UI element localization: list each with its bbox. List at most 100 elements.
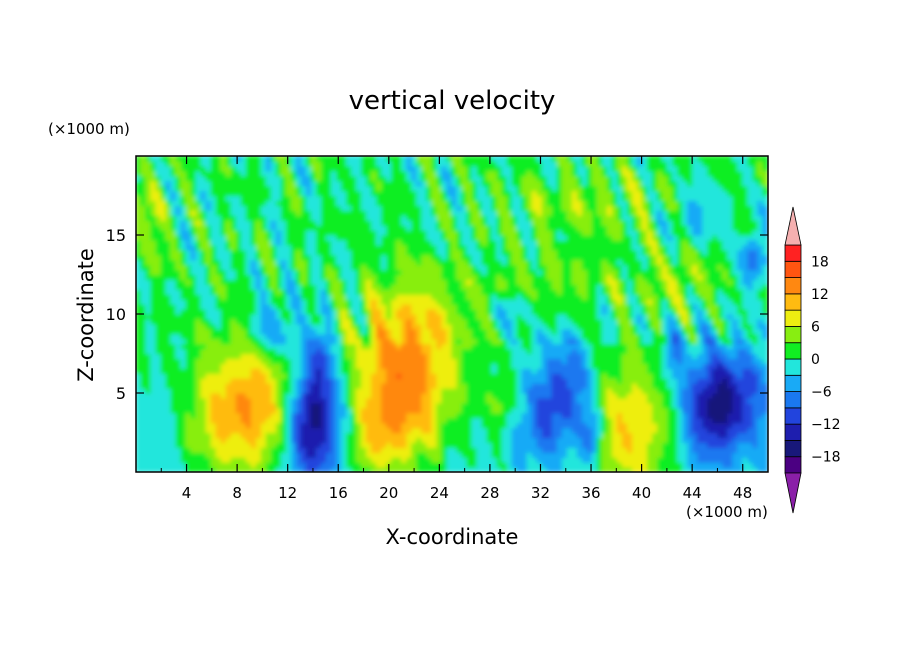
field-cell [657,278,664,285]
field-cell [672,446,679,453]
field-cell [260,441,268,448]
field-cell [687,402,694,409]
field-cell [621,431,629,439]
field-cell [727,333,734,340]
field-cell [260,352,268,360]
field-cell [346,402,353,409]
field-cell [180,318,187,325]
field-cell [727,338,734,345]
field-cell [331,402,338,409]
field-cell [190,343,197,350]
field-cell [581,456,589,463]
field-cell [295,431,303,439]
field-cell [376,343,383,350]
field-cell [511,293,518,300]
field-cell [205,313,212,320]
field-cell [140,446,147,453]
field-cell [285,402,293,409]
field-cell [165,352,172,360]
field-cell [531,273,538,281]
field-cell [501,283,508,290]
field-cell [275,362,283,369]
field-cell [471,441,478,448]
field-cell [541,273,548,281]
field-cell [220,417,227,424]
field-cell [361,293,368,300]
field-cell [496,382,503,389]
field-cell [180,367,187,374]
field-cell [225,392,232,399]
field-cell [722,377,729,384]
field-cell [461,288,468,295]
field-cell [546,387,553,394]
field-cell [140,417,147,424]
field-cell [642,278,649,285]
field-cell [556,288,563,295]
field-cell [285,298,293,305]
field-cell [285,377,293,384]
field-cell [210,308,217,315]
field-cell [140,372,147,379]
field-cell [657,422,664,429]
field-cell [351,456,358,463]
field-cell [255,288,262,295]
field-cell [421,402,428,409]
field-cell [657,431,664,439]
field-cell [762,426,768,434]
field-cell [295,412,303,419]
field-cell [581,446,589,453]
field-cell [290,451,298,458]
field-cell [496,328,503,335]
field-cell [240,323,247,330]
field-cell [436,402,443,409]
field-cell [255,382,262,389]
field-cell [611,456,619,463]
field-cell [300,392,308,399]
field-cell [636,328,644,335]
field-cell [626,367,634,374]
field-cell [611,431,619,439]
field-cell [260,422,268,429]
field-cell [280,377,288,384]
field-cell [561,422,568,429]
field-cell [285,451,293,458]
field-cell [200,372,207,379]
field-cell [406,293,413,300]
field-cell [250,412,257,419]
field-cell [722,333,729,340]
field-cell [270,343,278,350]
field-cell [245,412,252,419]
field-cell [290,422,298,429]
field-cell [220,288,227,295]
field-cell [426,461,433,468]
field-cell [315,328,323,335]
field-cell [195,308,202,315]
field-cell [290,441,298,448]
field-cell [255,273,262,281]
field-cell [521,352,528,360]
field-cell [361,333,368,340]
field-cell [190,387,197,394]
field-cell [391,387,398,394]
field-cell [732,397,739,404]
field-cell [250,343,257,350]
field-cell [180,323,187,330]
field-cell [170,441,177,448]
field-cell [581,377,589,384]
field-cell [566,303,573,310]
field-cell [717,441,724,448]
field-cell [250,372,257,379]
field-cell [326,293,333,300]
field-cell [240,377,247,384]
field-cell [285,278,293,285]
field-cell [235,298,242,305]
field-cell [280,308,288,315]
field-cell [511,387,518,394]
field-cell [636,431,644,439]
field-cell [426,278,433,285]
field-cell [225,431,232,439]
field-cell [697,357,704,364]
field-cell [446,352,453,360]
field-cell [136,367,142,374]
field-cell [326,407,333,414]
